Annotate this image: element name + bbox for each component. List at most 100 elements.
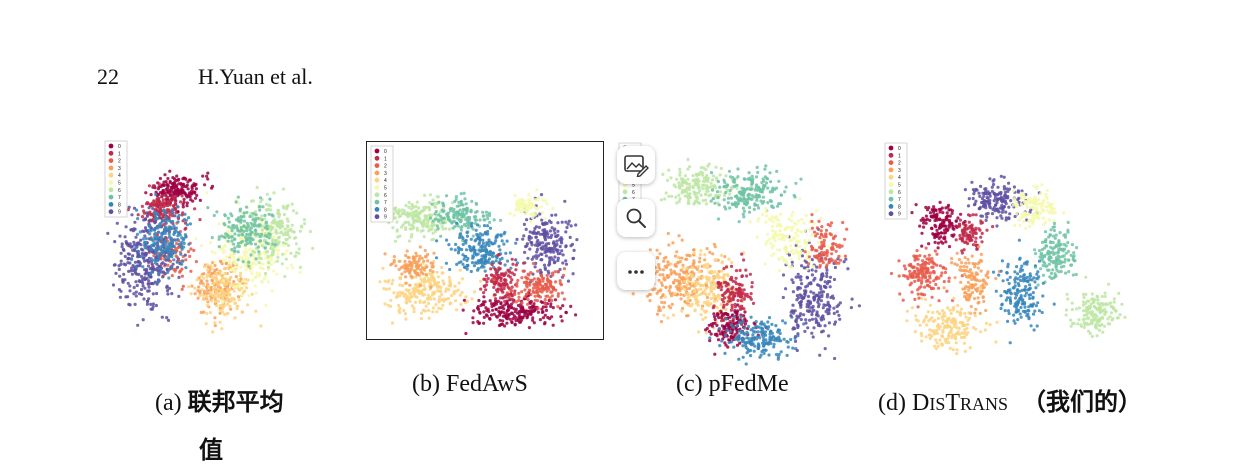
point-class-9 <box>118 295 122 299</box>
point-class-2 <box>166 263 170 267</box>
point-class-4 <box>211 330 215 334</box>
point-class-6 <box>431 198 435 202</box>
point-class-9 <box>176 265 180 269</box>
point-class-4 <box>411 287 415 291</box>
point-class-7 <box>234 200 238 204</box>
point-class-5 <box>213 251 217 255</box>
legend-label-9: 9 <box>118 210 121 216</box>
point-class-3 <box>404 275 408 279</box>
point-class-0 <box>185 201 189 205</box>
point-class-6 <box>688 165 692 169</box>
point-class-8 <box>156 212 160 216</box>
point-class-8 <box>176 215 180 219</box>
point-class-8 <box>731 325 735 329</box>
legend-marker-0 <box>108 143 114 149</box>
point-class-1 <box>744 268 748 272</box>
point-class-8 <box>733 337 737 341</box>
point-class-4 <box>697 270 701 274</box>
point-class-0 <box>476 305 480 309</box>
point-class-4 <box>224 282 228 286</box>
point-class-7 <box>227 220 231 224</box>
point-class-8 <box>758 355 762 359</box>
point-class-7 <box>230 239 234 243</box>
point-class-2 <box>508 295 512 299</box>
point-class-6 <box>679 177 683 181</box>
point-class-3 <box>658 308 662 312</box>
point-class-7 <box>258 196 263 200</box>
point-class-3 <box>678 260 682 264</box>
point-class-4 <box>233 316 237 320</box>
point-class-9 <box>553 231 557 235</box>
point-class-4 <box>206 299 210 303</box>
point-class-3 <box>213 268 217 272</box>
point-class-9 <box>135 272 139 276</box>
point-class-9 <box>784 287 788 291</box>
point-class-3 <box>679 297 683 301</box>
point-class-1 <box>508 275 512 279</box>
point-class-8 <box>153 213 157 217</box>
point-class-5 <box>263 274 267 278</box>
point-class-2 <box>492 278 496 282</box>
point-class-4 <box>228 288 232 292</box>
point-class-7 <box>464 217 468 221</box>
point-class-8 <box>150 243 154 248</box>
point-class-7 <box>736 175 740 179</box>
point-class-7 <box>242 214 246 219</box>
point-class-1 <box>152 202 156 207</box>
point-class-4 <box>711 275 715 279</box>
point-class-4 <box>241 290 246 294</box>
point-class-1 <box>126 208 130 212</box>
point-class-3 <box>656 289 660 294</box>
point-class-9 <box>796 272 800 276</box>
point-class-7 <box>236 244 240 248</box>
point-class-9 <box>543 222 547 226</box>
point-class-7 <box>732 178 736 183</box>
point-class-4 <box>448 302 452 306</box>
point-class-4 <box>714 259 718 263</box>
point-class-3 <box>681 275 685 279</box>
point-class-4 <box>720 261 724 265</box>
point-class-9 <box>127 205 131 209</box>
point-class-3 <box>708 250 712 254</box>
point-class-4 <box>715 295 719 299</box>
point-class-1 <box>482 291 486 295</box>
point-class-9 <box>149 302 153 306</box>
point-class-7 <box>799 177 803 181</box>
legend-label-7: 7 <box>118 195 121 201</box>
point-class-1 <box>721 305 726 309</box>
point-class-5 <box>543 217 547 221</box>
point-class-9 <box>120 245 124 249</box>
point-class-6 <box>697 179 701 183</box>
point-class-1 <box>158 203 163 207</box>
point-class-7 <box>742 190 746 195</box>
point-class-9 <box>536 254 540 258</box>
point-class-3 <box>664 285 668 289</box>
point-class-4 <box>412 306 416 310</box>
point-class-0 <box>201 174 205 178</box>
point-class-9 <box>142 297 146 301</box>
point-class-9 <box>129 228 133 232</box>
point-class-0 <box>182 197 186 201</box>
point-class-7 <box>736 167 740 171</box>
point-class-0 <box>182 200 186 204</box>
point-class-9 <box>170 292 174 296</box>
point-class-9 <box>177 294 181 298</box>
point-class-4 <box>414 275 418 279</box>
point-class-3 <box>690 284 694 288</box>
point-class-3 <box>416 265 420 269</box>
point-class-5 <box>298 270 302 274</box>
point-class-4 <box>442 282 446 286</box>
point-class-3 <box>631 292 635 296</box>
point-class-3 <box>657 278 661 282</box>
point-class-6 <box>282 212 286 217</box>
point-class-7 <box>227 225 231 229</box>
point-class-7 <box>763 167 767 171</box>
point-class-6 <box>697 186 701 190</box>
point-class-6 <box>281 187 286 191</box>
point-class-8 <box>161 241 165 245</box>
point-class-4 <box>189 292 193 296</box>
point-class-9 <box>525 218 529 222</box>
point-class-7 <box>244 226 248 230</box>
point-class-9 <box>810 310 814 314</box>
point-class-3 <box>407 256 411 260</box>
